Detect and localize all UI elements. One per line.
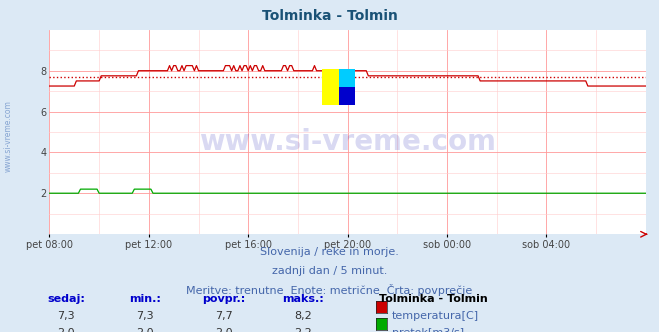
Text: 2,2: 2,2: [295, 328, 312, 332]
Text: Meritve: trenutne  Enote: metrične  Črta: povprečje: Meritve: trenutne Enote: metrične Črta: …: [186, 284, 473, 296]
Bar: [322, 69, 339, 106]
Text: zadnji dan / 5 minut.: zadnji dan / 5 minut.: [272, 266, 387, 276]
Text: temperatura[C]: temperatura[C]: [392, 311, 479, 321]
Text: povpr.:: povpr.:: [202, 294, 246, 304]
Text: 7,3: 7,3: [136, 311, 154, 321]
Text: www.si-vreme.com: www.si-vreme.com: [199, 128, 496, 156]
Text: Tolminka - Tolmin: Tolminka - Tolmin: [262, 9, 397, 23]
Text: 2,0: 2,0: [57, 328, 74, 332]
Text: 7,7: 7,7: [215, 311, 233, 321]
Text: Tolminka - Tolmin: Tolminka - Tolmin: [379, 294, 488, 304]
Text: www.si-vreme.com: www.si-vreme.com: [3, 100, 13, 172]
Text: 8,2: 8,2: [295, 311, 312, 321]
Text: 7,3: 7,3: [57, 311, 74, 321]
Text: sedaj:: sedaj:: [47, 294, 85, 304]
Text: maks.:: maks.:: [282, 294, 324, 304]
Bar: [339, 87, 355, 106]
Text: 2,0: 2,0: [136, 328, 154, 332]
Text: 2,0: 2,0: [215, 328, 233, 332]
Text: Slovenija / reke in morje.: Slovenija / reke in morje.: [260, 247, 399, 257]
Bar: [339, 69, 355, 87]
Text: pretok[m3/s]: pretok[m3/s]: [392, 328, 464, 332]
Text: min.:: min.:: [129, 294, 161, 304]
